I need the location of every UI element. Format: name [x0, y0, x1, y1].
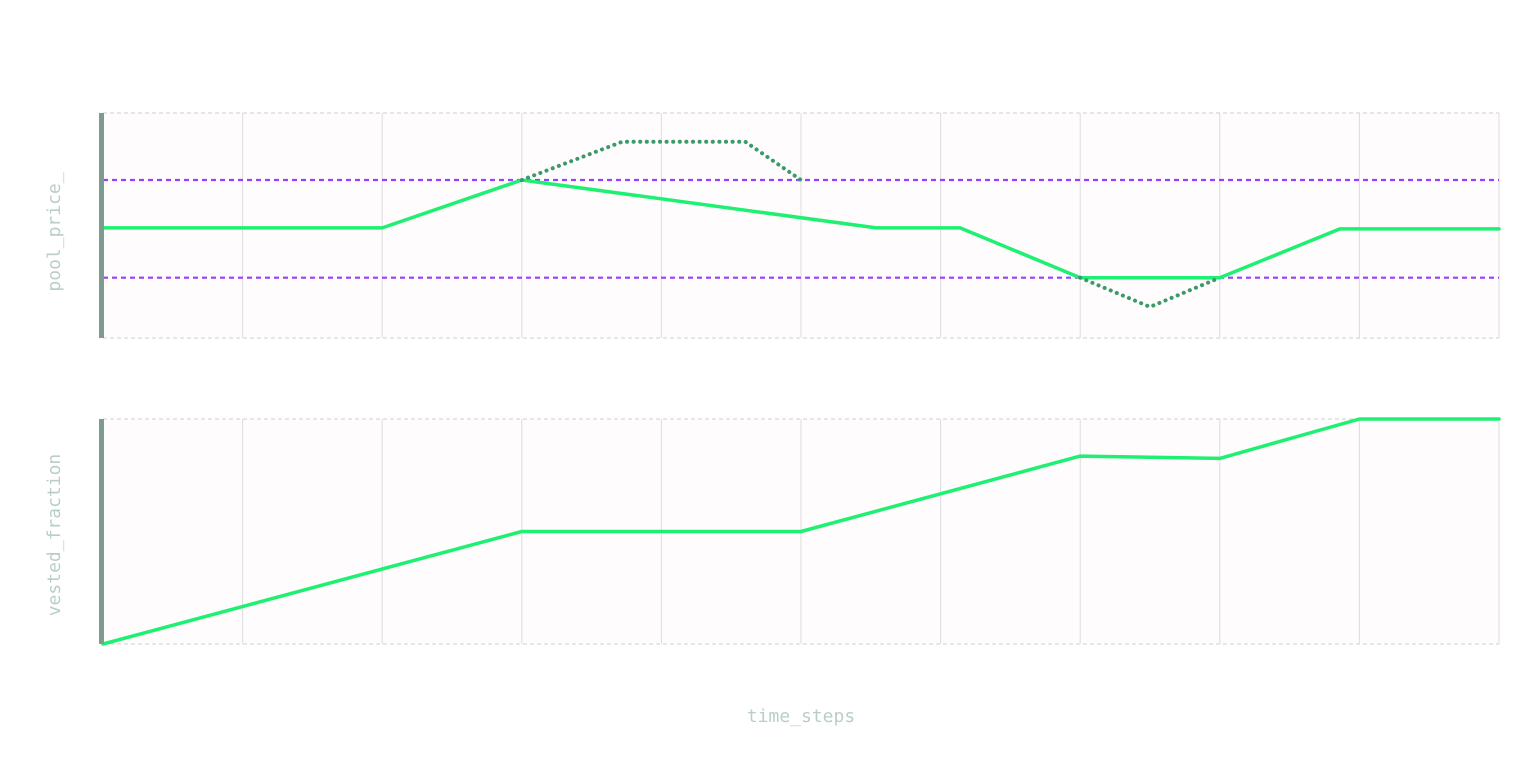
y-axis-title-pool-price: pool_price_ — [44, 172, 65, 291]
pool-price-series-1-dotted — [519, 139, 803, 182]
vested-fraction-panel — [99, 417, 1501, 646]
vested-fraction-y-axis-bar — [99, 419, 104, 644]
vested-fraction-series-0-solid — [101, 417, 1501, 646]
pool-price-y-axis-bar — [99, 113, 104, 338]
x-axis-title: time_steps — [747, 706, 855, 727]
pool-price-series-2-dotted — [1078, 275, 1222, 309]
pool-price-series-0-solid — [101, 178, 1501, 280]
y-axis-title-vested-fraction: vested_fraction — [44, 454, 65, 617]
pool-price-panel — [99, 112, 1501, 339]
